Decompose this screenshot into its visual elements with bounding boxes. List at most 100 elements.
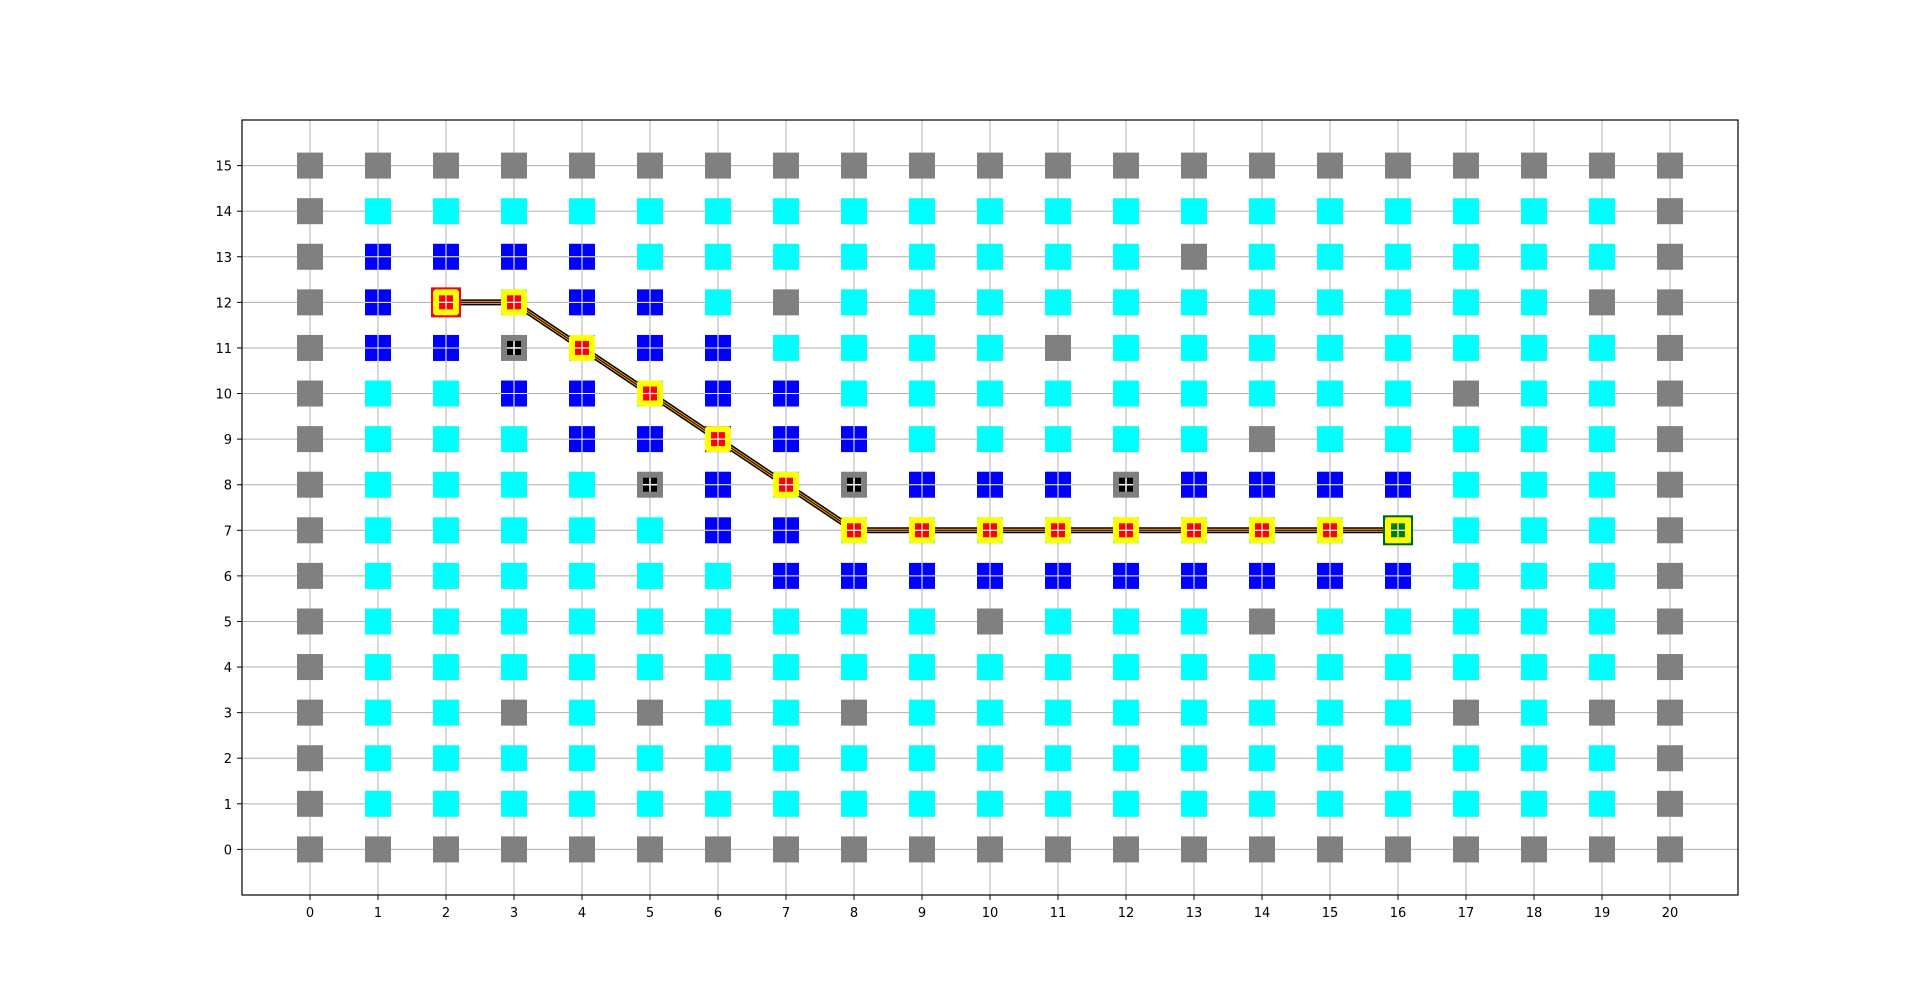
path-point [637,380,663,407]
y-tick-label: 10 [215,388,232,403]
open-cell [909,380,935,407]
wall-cell [297,836,323,863]
wall-cell [1045,152,1071,179]
open-cell [1453,562,1479,589]
open-cell [365,471,391,498]
open-cell [841,289,867,316]
open-cell [569,198,595,225]
open-cell [1045,198,1071,225]
open-cell [433,745,459,772]
wall-cell [705,836,731,863]
open-cell [1045,654,1071,681]
wall-cell [773,289,799,316]
open-cell [705,790,731,817]
open-cell [773,608,799,635]
wall-cell [1385,152,1411,179]
open-cell [1521,517,1547,544]
open-cell [1113,790,1139,817]
open-cell [637,517,663,544]
wall-cell [909,152,935,179]
y-tick-label: 12 [215,296,232,311]
wall-cell [1657,334,1683,361]
x-tick-label: 13 [1186,906,1203,921]
open-cell [1317,790,1343,817]
open-cell [1453,471,1479,498]
open-cell [1317,608,1343,635]
x-tick-label: 7 [782,906,790,921]
wall-cell [1317,152,1343,179]
wall-cell [297,562,323,589]
open-cell [977,745,1003,772]
visited-cell [569,289,595,316]
open-cell [501,790,527,817]
wall-cell [365,152,391,179]
x-tick-label: 5 [646,906,654,921]
open-cell [365,699,391,726]
open-cell [1113,654,1139,681]
y-tick-label: 8 [224,479,232,494]
wall-cell [1453,836,1479,863]
open-cell [1249,334,1275,361]
open-cell [705,243,731,270]
open-cell [773,334,799,361]
open-cell [1453,426,1479,453]
wall-cell [1657,426,1683,453]
x-tick-label: 2 [442,906,450,921]
open-cell [1045,289,1071,316]
open-cell [433,517,459,544]
open-cell [909,289,935,316]
open-cell [1521,562,1547,589]
wall-cell [705,152,731,179]
open-cell [1045,608,1071,635]
visited-cell [1045,562,1071,589]
open-cell [977,654,1003,681]
open-cell [909,608,935,635]
x-tick-label: 18 [1526,906,1543,921]
open-cell [1521,380,1547,407]
open-cell [1113,198,1139,225]
open-cell [365,654,391,681]
visited-cell [1385,471,1411,498]
open-cell [1521,289,1547,316]
visited-cell [1385,562,1411,589]
open-cell [705,745,731,772]
open-cell [1589,426,1615,453]
y-tick-label: 13 [215,251,232,266]
open-cell [569,562,595,589]
open-cell [977,289,1003,316]
wall-cell [1521,152,1547,179]
wall-cell [1657,699,1683,726]
wall-cell [1657,243,1683,270]
path-point [841,517,867,544]
open-cell [569,517,595,544]
open-cell [365,426,391,453]
open-cell [1453,654,1479,681]
open-cell [909,699,935,726]
wall-cell [297,699,323,726]
open-cell [1249,243,1275,270]
wall-cell [501,699,527,726]
plot-frame [241,119,1739,896]
wall-cell [1453,152,1479,179]
y-tick-label: 15 [215,160,232,175]
path-layer [431,287,1413,546]
open-cell [1589,654,1615,681]
y-tick-label: 11 [215,342,232,357]
wall-cell [433,152,459,179]
wall-cell [1657,790,1683,817]
wall-cell [297,289,323,316]
open-cell [1249,699,1275,726]
goal-border [1383,515,1413,546]
visited-cell [841,426,867,453]
visited-cell [773,562,799,589]
open-cell [1521,471,1547,498]
open-cell [637,243,663,270]
x-tick-label: 10 [982,906,999,921]
wall-cell [569,836,595,863]
wall-cell [1657,562,1683,589]
open-cell [705,289,731,316]
open-cell [1385,699,1411,726]
path-point [705,426,731,453]
y-tick-label: 5 [224,615,232,630]
